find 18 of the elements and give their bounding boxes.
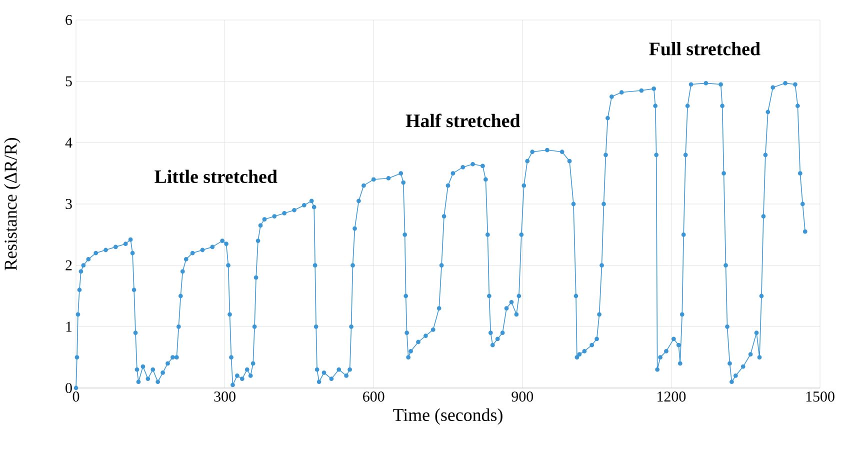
y-tick-label: 0	[66, 382, 72, 394]
y-tick-label: 4	[65, 138, 72, 148]
annotation: Full stretched	[649, 42, 760, 56]
x-tick-label: 1500	[806, 392, 834, 402]
x-tick-label: 0	[72, 392, 80, 402]
x-axis-title: Time (seconds)	[393, 408, 502, 425]
x-tick-label: 900	[512, 392, 534, 402]
y-axis-title: Resistance (ΔR/R)	[4, 138, 20, 270]
x-tick-label: 1200	[658, 392, 686, 402]
y-tick-label: 3	[66, 198, 72, 210]
annotation: Little stretched	[154, 170, 278, 184]
x-tick-label: 300	[214, 392, 236, 402]
y-tick-label: 6	[66, 14, 72, 26]
y-tick-label: 5	[66, 76, 72, 86]
y-tick-label: 1	[66, 322, 72, 332]
x-tick-label: 600	[363, 392, 384, 402]
annotation: Half stretched	[406, 114, 520, 128]
y-tick-label: 2	[66, 260, 72, 270]
